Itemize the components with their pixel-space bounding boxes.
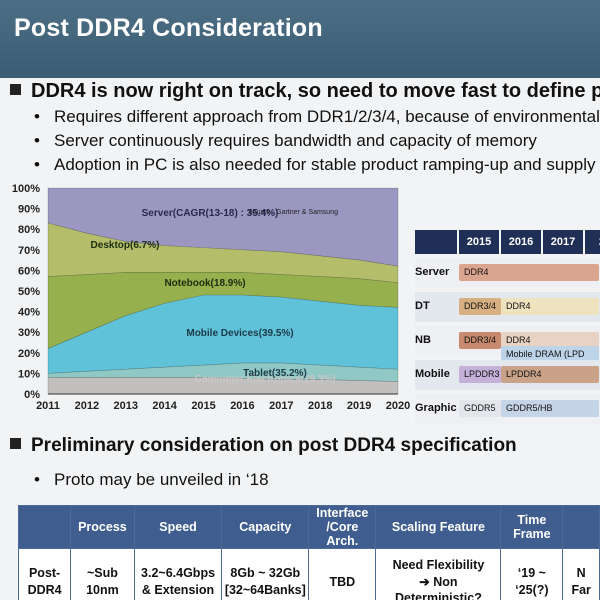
x-tick-label: 2016: [230, 400, 254, 412]
chart-source: Source : Gartner & Samsung: [248, 209, 338, 216]
y-tick-label: 80%: [18, 224, 40, 236]
y-tick-label: 100%: [12, 183, 40, 195]
x-tick-label: 2020: [386, 400, 410, 412]
bullet-2-text: Server continuously requires bandwidth a…: [54, 131, 537, 150]
bullet-2: • Server continuously requires bandwidth …: [34, 131, 537, 150]
roadmap-bar: DDR4: [459, 264, 599, 281]
square-bullet-icon: [10, 84, 21, 95]
spec-table: Process Speed Capacity Interface/Core Arch.…: [17, 505, 600, 600]
table-header-cell: Time Frame: [500, 505, 564, 549]
heading-ddr4-text: DDR4 is now right on track, so need to m…: [31, 80, 600, 102]
series-label: Server(CAGR(13-18) : 35.4%): [142, 208, 279, 219]
y-tick-label: 40%: [18, 307, 40, 319]
roadmap-year: 2015: [459, 230, 499, 254]
series-label: Mobile Devices(39.5%): [186, 328, 293, 339]
table-cell: ~Sub 10nm: [70, 548, 135, 600]
table-header-cell: [562, 505, 600, 549]
roadmap-bar: LPDDR3: [459, 366, 501, 383]
series-label: Tablet(35.2%): [243, 368, 307, 379]
table-header-cell: Speed: [133, 505, 223, 549]
roadmap-bar: DDR4: [501, 298, 599, 315]
roadmap-bar: DDR3/4: [459, 298, 501, 315]
x-tick-label: 2011: [36, 400, 60, 412]
bullet-1-text: Requires different approach from DDR1/2/…: [54, 107, 600, 126]
table-cell: TBD: [308, 548, 377, 600]
bullet-3: • Adoption in PC is also needed for stabl…: [34, 155, 596, 174]
roadmap-year: 2016: [501, 230, 541, 254]
table-cell: N Far: [562, 548, 600, 600]
roadmap-year: 20: [585, 230, 600, 254]
heading-ddr4: DDR4 is now right on track, so need to m…: [10, 80, 600, 103]
series-label: Notebook(18.9%): [164, 278, 245, 289]
roadmap-header-corner: [415, 230, 457, 254]
title-bar: Post DDR4 Consideration: [0, 0, 600, 78]
table-cell: 3.2~6.4Gbps & Extension: [133, 548, 223, 600]
roadmap-row-label: Graphic: [415, 402, 457, 414]
heading-preliminary-text: Preliminary consideration on post DDR4 s…: [31, 435, 517, 456]
roadmap-bar: DDR4: [501, 332, 599, 349]
x-tick-label: 2012: [75, 400, 99, 412]
x-tick-label: 2014: [152, 400, 177, 412]
series-label: Consumer Electronics(29.3%): [194, 374, 335, 385]
roadmap-bar: GDDR5/HB: [501, 400, 599, 417]
roadmap-row-label: Mobile: [415, 368, 450, 380]
slide-title: Post DDR4 Consideration: [14, 14, 323, 42]
x-tick-label: 2019: [347, 400, 371, 412]
roadmap-bar: DDR3/4: [459, 332, 501, 349]
roadmap-bar: Mobile DRAM (LPD: [501, 346, 599, 363]
y-tick-label: 20%: [18, 348, 40, 360]
x-tick-label: 2018: [308, 400, 332, 412]
y-tick-label: 90%: [18, 204, 40, 216]
bullet-3-text: Adoption in PC is also needed for stable…: [54, 155, 596, 174]
table-header-cell: [17, 505, 72, 549]
table-row: Post- DDR4 ~Sub 10nm 3.2~6.4Gbps & Extension 8…: [17, 548, 600, 600]
table-header-row: Process Speed Capacity Interface/Core Arch.…: [17, 505, 600, 549]
table-cell: Post- DDR4: [17, 548, 72, 600]
y-tick-label: 60%: [18, 265, 40, 277]
dram-roadmap: 20152016201720ServerDDR4DTDDR3/4DDR4NBDD…: [415, 224, 600, 434]
y-tick-label: 0%: [24, 389, 40, 401]
heading-preliminary: Preliminary consideration on post DDR4 s…: [10, 435, 517, 457]
y-tick-label: 70%: [18, 245, 40, 257]
bullet-proto: • Proto may be unveiled in ‘18: [34, 470, 269, 489]
bullet-proto-text: Proto may be unveiled in ‘18: [54, 470, 269, 489]
series-label: Desktop(6.7%): [91, 240, 160, 251]
x-tick-label: 2013: [114, 400, 138, 412]
roadmap-row-label: DT: [415, 300, 430, 312]
square-bullet-icon: [10, 438, 21, 449]
table-header-cell: Process: [70, 505, 135, 549]
table-cell: 8Gb ~ 32Gb [32~64Banks]: [221, 548, 310, 600]
bullet-1: • Requires different approach from DDR1/2…: [34, 107, 600, 126]
table-cell: Need Flexibility ➔ Non Deterministic?: [375, 548, 502, 600]
roadmap-year: 2017: [543, 230, 583, 254]
y-tick-label: 10%: [18, 368, 40, 380]
y-tick-label: 50%: [18, 286, 40, 298]
table-header-cell: Interface/Core Arch.: [308, 505, 377, 549]
x-tick-label: 2017: [269, 400, 293, 412]
roadmap-row-label: NB: [415, 334, 431, 346]
y-tick-label: 30%: [18, 327, 40, 339]
roadmap-row-label: Server: [415, 266, 450, 278]
table-header-cell: Scaling Feature: [375, 505, 502, 549]
market-share-chart: 0% 10% 20% 30% 40% 50% 60% 70% 80% 90% 100% 2011 201…: [12, 183, 410, 412]
x-tick-label: 2015: [191, 400, 215, 412]
roadmap-bar: LPDDR4: [501, 366, 599, 383]
table-header-cell: Capacity: [221, 505, 310, 549]
table-cell: ‘19 ~ ‘25(?): [500, 548, 564, 600]
roadmap-bar: GDDR5: [459, 400, 501, 417]
